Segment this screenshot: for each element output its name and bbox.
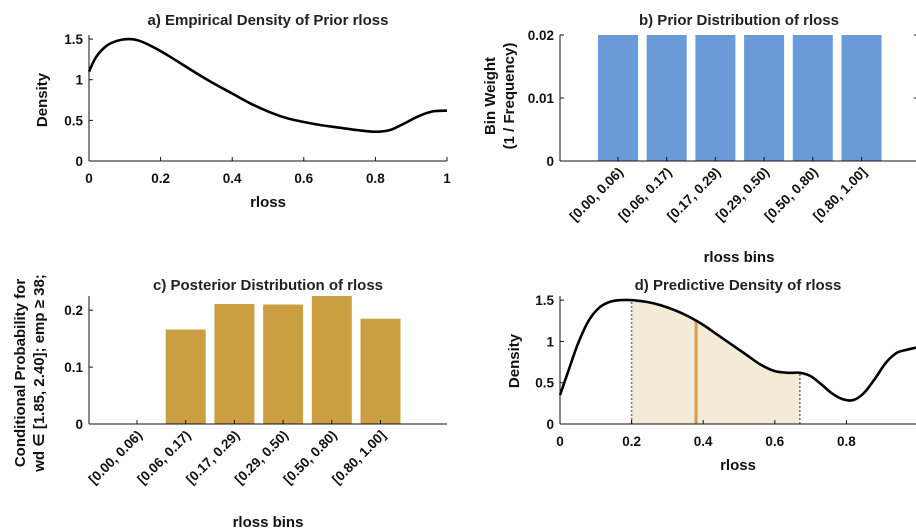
y-tick-label: 1.5 bbox=[535, 293, 554, 308]
x-tick-label: 0 bbox=[85, 171, 93, 186]
y-tick-label: 1 bbox=[75, 73, 83, 88]
bar bbox=[165, 329, 206, 424]
chart-title: c) Posterior Distribution of rloss bbox=[153, 277, 383, 294]
bar bbox=[311, 296, 352, 424]
bar bbox=[646, 35, 687, 161]
y-axis-label-line-2: (1 / Frequency) bbox=[501, 43, 518, 150]
y-tick-label: 0.02 bbox=[528, 28, 554, 43]
x-tick-label: 0 bbox=[556, 434, 564, 449]
panel-b-prior-bar-chart: b) Prior Distribution of rloss 0 0.01 0.02… bbox=[482, 12, 916, 266]
x-axis-label: rloss bins bbox=[704, 249, 775, 266]
x-tick-label: 0.8 bbox=[366, 171, 385, 186]
y-axis-label-line-2: wd ∈ [1.85, 2.40]; emp ≥ 38; bbox=[31, 274, 48, 473]
y-tick-label: 1 bbox=[546, 334, 554, 349]
bar bbox=[792, 35, 833, 161]
x-tick-label: 0.4 bbox=[694, 434, 713, 449]
panel-a-density-chart: a) Empirical Density of Prior rloss 0 0.5… bbox=[34, 12, 451, 211]
x-axis-label: rloss bbox=[250, 194, 286, 211]
y-tick-label: 0.5 bbox=[535, 376, 554, 391]
x-axis-label: rloss bbox=[720, 457, 756, 474]
y-tick-label: 0.5 bbox=[64, 113, 83, 128]
y-tick-label: 0 bbox=[546, 417, 554, 432]
x-tick-label: 1 bbox=[443, 171, 451, 186]
y-tick-label: 0 bbox=[75, 417, 83, 432]
panel-d-predictive-density-chart: d) Predictive Density of rloss 00.511.5 … bbox=[506, 277, 916, 474]
x-tick-label: 0.2 bbox=[622, 434, 641, 449]
y-tick-label: 1.5 bbox=[64, 32, 83, 47]
x-tick-label: 0.2 bbox=[151, 171, 170, 186]
y-axis-label: Conditional Probability for bbox=[12, 279, 29, 467]
bar bbox=[695, 35, 736, 161]
y-axis-label: Density bbox=[506, 333, 523, 388]
y-tick-label: 0.1 bbox=[64, 360, 83, 375]
bar bbox=[598, 35, 638, 161]
y-tick-label: 0.01 bbox=[528, 91, 555, 106]
x-tick-label: 0.6 bbox=[294, 171, 313, 186]
x-tick-label: 0.8 bbox=[837, 434, 856, 449]
bar bbox=[360, 318, 401, 424]
bar bbox=[744, 35, 785, 161]
x-tick-label: 0.4 bbox=[223, 171, 242, 186]
bar bbox=[214, 303, 255, 424]
x-tick-label: 0.6 bbox=[765, 434, 784, 449]
chart-title: a) Empirical Density of Prior rloss bbox=[148, 12, 389, 29]
predictive-density-line bbox=[558, 298, 916, 402]
chart-title: b) Prior Distribution of rloss bbox=[639, 12, 839, 29]
credible-interval-fill bbox=[631, 300, 800, 424]
y-tick-label: 0 bbox=[75, 154, 83, 169]
bar bbox=[841, 35, 882, 161]
bar bbox=[263, 304, 304, 424]
y-tick-label: 0.2 bbox=[64, 303, 83, 318]
x-axis-label: rloss bins bbox=[233, 514, 304, 531]
chart-title: d) Predictive Density of rloss bbox=[635, 277, 842, 294]
density-line bbox=[87, 37, 448, 134]
y-axis-label: Density bbox=[34, 72, 51, 127]
y-axis-label: Bin Weight bbox=[482, 57, 499, 135]
y-tick-label: 0 bbox=[546, 154, 554, 169]
panel-c-posterior-bar-chart: c) Posterior Distribution of rloss 0 0.1 0… bbox=[12, 274, 447, 531]
